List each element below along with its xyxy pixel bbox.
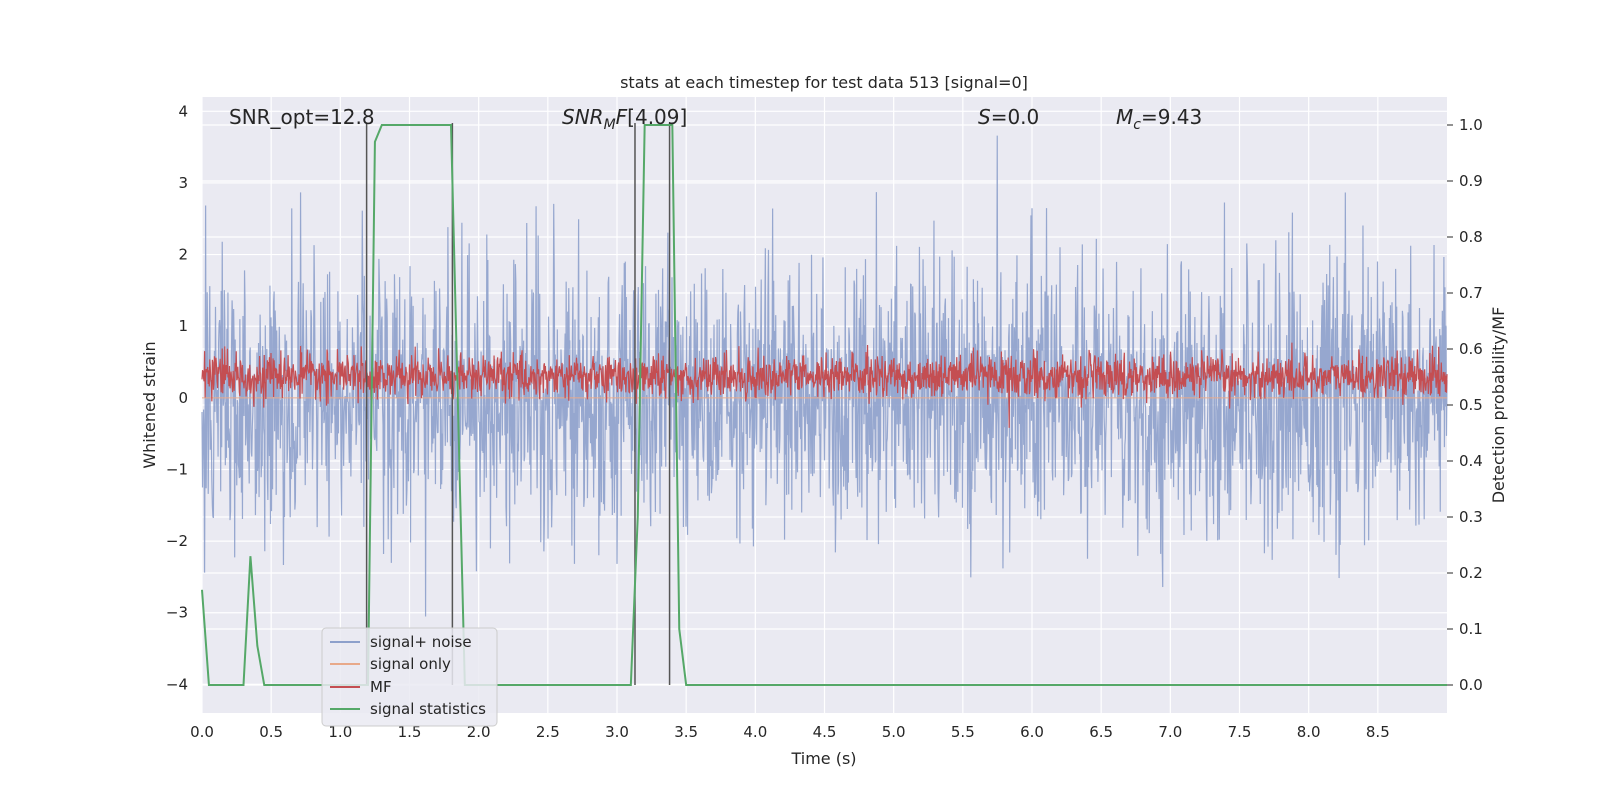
y-tick-label: −2 — [166, 532, 188, 550]
annotation-snr-opt: SNR_opt=12.8 — [229, 105, 375, 129]
ticks: 0.0 0.5 1.0 1.5 2.0 2.5 3.0 3.5 4.0 4.5 5.0 5.5 6.0 6… — [166, 102, 1483, 741]
x-tick-label: 2.5 — [536, 723, 560, 741]
annotation-mc: Mc=9.43 — [1116, 105, 1202, 133]
y-tick-label: −1 — [166, 460, 188, 478]
y2-tick-label: 0.6 — [1459, 340, 1483, 358]
x-tick-label: 0.5 — [259, 723, 283, 741]
x-tick-label: 3.0 — [605, 723, 629, 741]
y-tick-label: 2 — [178, 246, 188, 264]
series-layer — [201, 123, 1448, 686]
legend-box — [321, 627, 498, 727]
annotation-snr-mf-value: [4.09] — [627, 105, 687, 129]
x-tick-label: 8.0 — [1297, 723, 1321, 741]
y2-tick-label: 0.5 — [1459, 396, 1483, 414]
x-tick-label: 6.5 — [1089, 723, 1113, 741]
x-tick-label: 7.5 — [1228, 723, 1252, 741]
x-tick-label: 2.0 — [467, 723, 491, 741]
x-tick-label: 3.5 — [674, 723, 698, 741]
series-mf — [201, 342, 1448, 428]
y2-tick-label: 1.0 — [1459, 116, 1483, 134]
y2-axis-label: Detection probability/MF — [1489, 307, 1508, 504]
x-tick-label: 0.0 — [190, 723, 214, 741]
legend-label-signal-statistics: signal statistics — [370, 700, 486, 718]
y-tick-label: 4 — [178, 102, 188, 120]
x-tick-label: 6.0 — [1020, 723, 1044, 741]
legend-label-mf: MF — [370, 678, 392, 696]
y-tick-label: −3 — [166, 604, 188, 622]
x-tick-label: 1.0 — [328, 723, 352, 741]
y-tick-label: 0 — [178, 389, 188, 407]
x-tick-label: 5.5 — [951, 723, 975, 741]
x-tick-label: 1.5 — [398, 723, 422, 741]
x-tick-label: 5.0 — [882, 723, 906, 741]
y-tick-label: 3 — [178, 174, 188, 192]
chart-title: stats at each timestep for test data 513… — [620, 73, 1028, 92]
y-axis-label: Whitened strain — [140, 341, 159, 468]
legend: signal+ noise signal only MF signal stat… — [321, 627, 498, 727]
x-axis-label: Time (s) — [790, 749, 856, 768]
legend-label-signal-noise: signal+ noise — [370, 633, 472, 651]
y2-tick-label: 0.1 — [1459, 620, 1483, 638]
annotation-mc-value: =9.43 — [1141, 105, 1202, 129]
x-tick-label: 4.5 — [813, 723, 837, 741]
y2-tick-label: 0.4 — [1459, 452, 1483, 470]
y2-tick-label: 0.7 — [1459, 284, 1483, 302]
annotation-snr-mf: SNRMF[4.09] — [562, 105, 687, 133]
x-tick-label: 7.0 — [1158, 723, 1182, 741]
x-tick-label: 8.5 — [1366, 723, 1390, 741]
annotation-s-value: =0.0 — [991, 105, 1040, 129]
y2-tick-label: 0.2 — [1459, 564, 1483, 582]
annotation-s: S=0.0 — [978, 105, 1039, 129]
y2-tick-label: 0.0 — [1459, 676, 1483, 694]
x-tick-label: 4.0 — [743, 723, 767, 741]
y-tick-label: −4 — [166, 675, 188, 693]
series-signal-noise — [201, 135, 1448, 617]
y-tick-label: 1 — [178, 317, 188, 335]
legend-label-signal-only: signal only — [370, 655, 451, 673]
y2-tick-label: 0.8 — [1459, 228, 1483, 246]
y2-tick-label: 0.9 — [1459, 172, 1483, 190]
y2-tick-label: 0.3 — [1459, 508, 1483, 526]
series-signal-statistics — [201, 124, 1447, 686]
